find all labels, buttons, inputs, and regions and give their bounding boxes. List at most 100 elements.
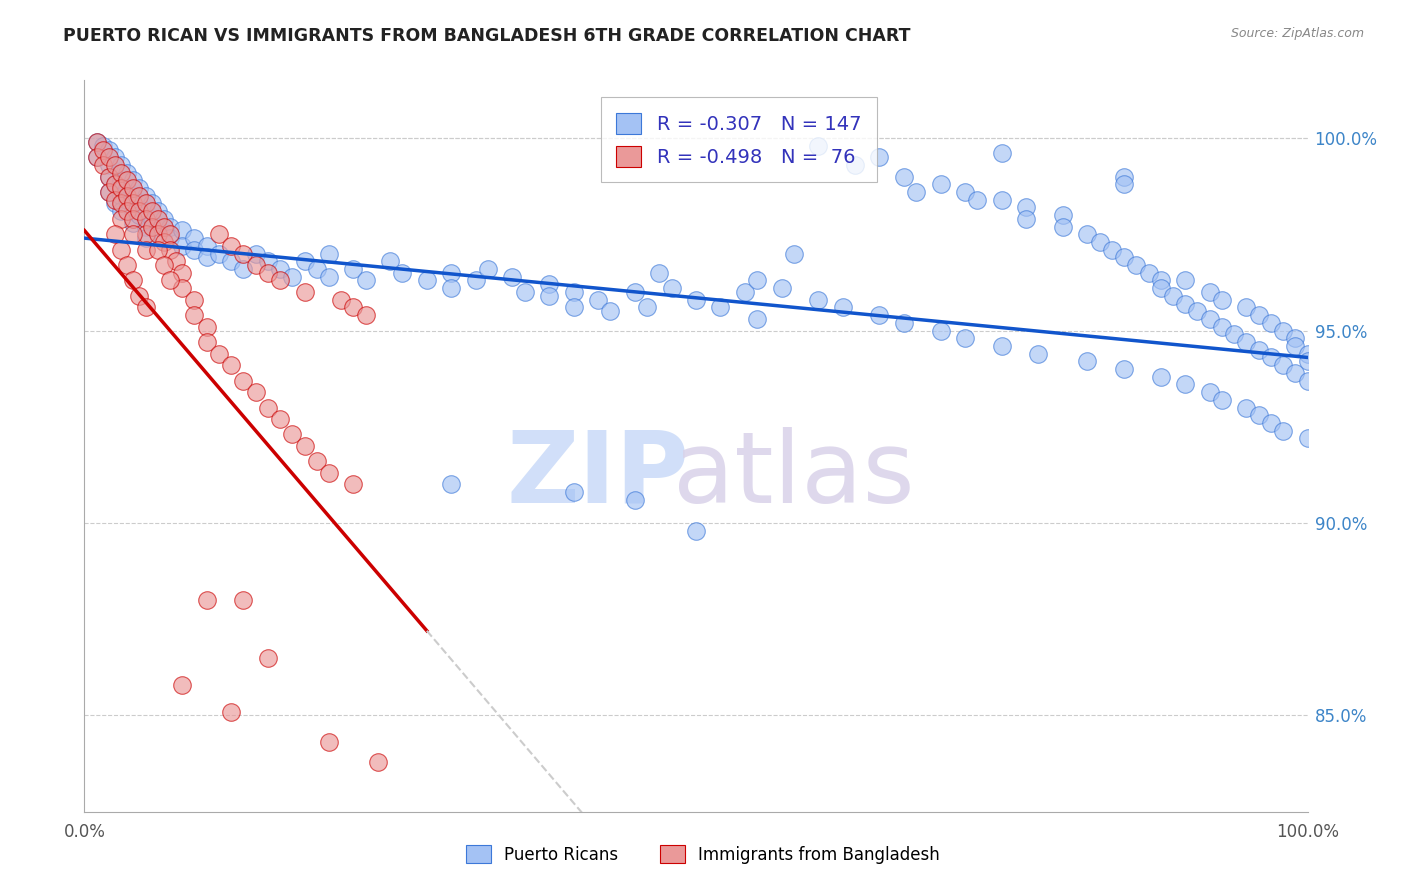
Point [219,239,242,253]
Point [747,273,769,287]
Point [318,246,340,260]
Legend: Puerto Ricans, Immigrants from Bangladesh: Puerto Ricans, Immigrants from Banglades… [460,838,946,871]
Point [1247,343,1270,357]
Point [661,281,683,295]
Point [1272,324,1295,338]
Point [110,166,132,180]
Point [219,254,242,268]
Point [648,266,671,280]
Point [195,319,218,334]
Point [747,312,769,326]
Point [135,211,157,226]
Point [1198,285,1220,299]
Point [342,477,364,491]
Point [141,219,163,234]
Point [1174,296,1197,310]
Point [195,334,218,349]
Point [831,301,853,315]
Point [562,285,585,299]
Point [1125,258,1147,272]
Point [624,492,647,507]
Point [1284,366,1306,380]
Point [91,138,114,153]
Point [318,466,340,480]
Point [464,273,486,287]
Point [165,254,187,268]
Point [1114,362,1136,376]
Point [245,385,267,400]
Point [1052,219,1074,234]
Point [135,196,157,211]
Point [1150,369,1173,384]
Point [318,735,340,749]
Point [172,223,194,237]
Point [208,227,231,242]
Point [86,150,108,164]
Point [128,204,150,219]
Point [245,246,267,260]
Point [1211,319,1233,334]
Point [110,243,132,257]
Legend: R = -0.307   N = 147, R = -0.498   N =  76: R = -0.307 N = 147, R = -0.498 N = 76 [600,97,877,183]
Point [1247,308,1270,322]
Point [257,401,280,415]
Point [97,169,120,184]
Point [1076,354,1098,368]
Point [269,412,291,426]
Point [110,188,132,202]
Point [146,211,169,226]
Point [245,258,267,272]
Point [1076,227,1098,242]
Point [586,293,609,307]
Point [122,211,145,226]
Point [1114,251,1136,265]
Point [146,243,169,257]
Point [195,251,218,265]
Point [159,227,181,242]
Point [1114,178,1136,192]
Point [195,239,218,253]
Point [966,193,988,207]
Point [1296,431,1319,445]
Point [122,188,145,202]
Point [1236,334,1258,349]
Point [538,289,561,303]
Point [110,173,132,187]
Point [953,185,976,199]
Point [1296,374,1319,388]
Point [380,254,402,268]
Point [159,231,181,245]
Point [135,231,157,245]
Point [146,219,169,234]
Point [844,158,866,172]
Point [135,219,157,234]
Point [97,143,120,157]
Point [624,285,647,299]
Point [104,178,127,192]
Point [172,239,194,253]
Point [318,269,340,284]
Point [232,374,254,388]
Point [1211,293,1233,307]
Point [770,281,793,295]
Point [1150,281,1173,295]
Point [122,204,145,219]
Point [97,150,120,164]
Point [1284,339,1306,353]
Point [342,301,364,315]
Text: Source: ZipAtlas.com: Source: ZipAtlas.com [1230,27,1364,40]
Point [562,485,585,500]
Point [97,185,120,199]
Point [219,705,242,719]
Point [269,273,291,287]
Point [172,266,194,280]
Point [104,193,127,207]
Point [869,150,891,164]
Point [1161,289,1184,303]
Point [599,304,621,318]
Point [232,593,254,607]
Point [1137,266,1160,280]
Point [104,178,127,192]
Text: ZIP: ZIP [506,426,689,524]
Point [159,243,181,257]
